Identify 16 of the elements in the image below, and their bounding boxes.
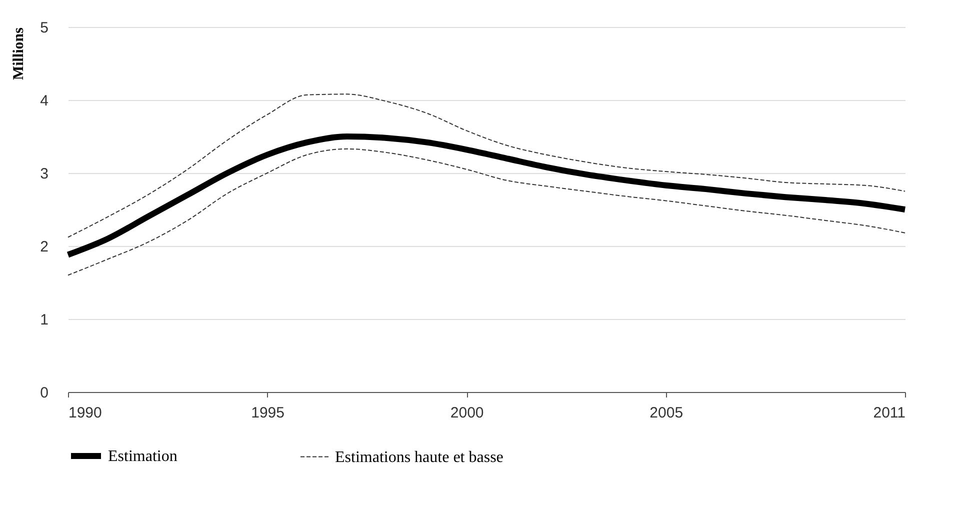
x-tick-label: 2011 bbox=[873, 404, 906, 422]
y-tick-label: 1 bbox=[40, 312, 48, 328]
legend-label: Estimations haute et basse bbox=[335, 448, 504, 466]
y-tick-label: 4 bbox=[40, 92, 48, 110]
x-tick-label: 1990 bbox=[68, 404, 102, 422]
y-tick-label: 5 bbox=[40, 20, 48, 36]
x-tick-label: 2000 bbox=[450, 404, 484, 422]
x-tick-label: 2005 bbox=[650, 404, 684, 422]
line-series bbox=[68, 94, 906, 238]
y-axis-title: Millions bbox=[11, 27, 28, 80]
y-tick-label: 0 bbox=[40, 384, 48, 402]
y-tick-label: 2 bbox=[40, 238, 48, 256]
line-series bbox=[68, 148, 906, 276]
x-tick-label: 1995 bbox=[251, 404, 284, 422]
legend-label: Estimation bbox=[108, 448, 178, 465]
y-tick-label: 3 bbox=[40, 166, 48, 182]
